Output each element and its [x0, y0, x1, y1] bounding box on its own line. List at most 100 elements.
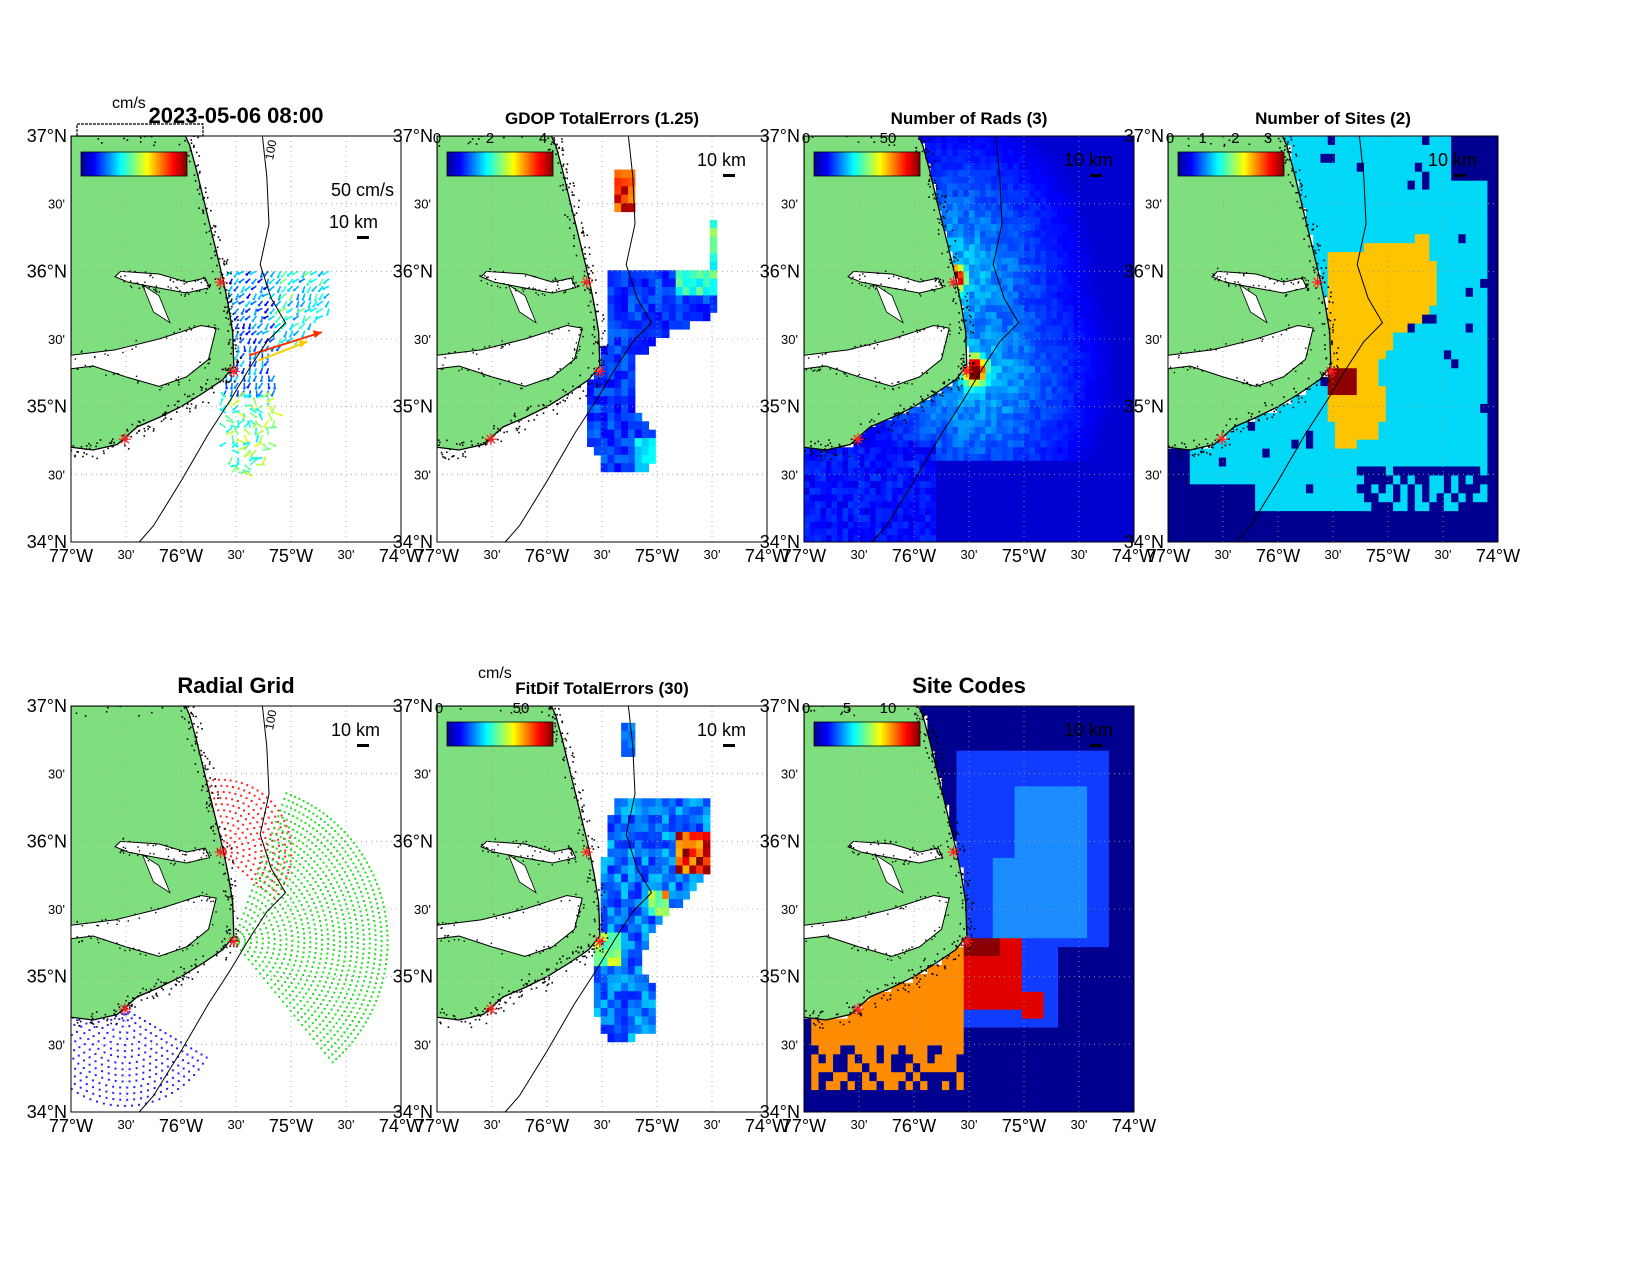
coastline-dots [75, 706, 239, 1028]
coastline-dots [71, 136, 242, 460]
lat-minor-tick-label: 30' [414, 197, 431, 212]
albemarle-sound [480, 270, 577, 294]
lat-minor-tick-label: 30' [781, 1037, 798, 1052]
radial-grid-site-3 [71, 984, 208, 1107]
colorbar [813, 721, 921, 747]
lon-tick-label: 74°W [745, 546, 789, 566]
inlet-water [507, 283, 537, 324]
lon-tick-label: 74°W [1112, 1116, 1156, 1136]
lon-tick-label: 77°W [415, 1116, 459, 1136]
panel-title: FitDif TotalErrors (30) [515, 679, 688, 698]
lat-minor-tick-label: 30' [414, 1037, 431, 1052]
nrads-cells [804, 136, 1134, 542]
panel-nrads: Number of Rads (3) 0 50 10 km 37°N 36°N 35°N 34… [760, 109, 1156, 566]
lat-tick-label: 35°N [393, 397, 433, 417]
panel-title: Site Codes [912, 673, 1026, 698]
pamlico-sound [437, 894, 583, 957]
colorbar-unit: cm/s [478, 665, 512, 682]
coastline-dots [1168, 136, 1340, 459]
hf-radar-sites [1215, 276, 1337, 446]
axes-frame [70, 135, 402, 543]
lon-tick-label: 76°W [159, 1116, 203, 1136]
inlet-water [874, 853, 904, 894]
lon-tick-label: 76°W [1256, 546, 1300, 566]
lat-minor-tick-label: 30' [48, 1037, 65, 1052]
lat-tick-label: 35°N [760, 397, 800, 417]
lon-minor-tick-label: 30' [1071, 547, 1088, 562]
coastline-dots [804, 136, 975, 461]
site-marker [960, 365, 973, 378]
coastline-dots [437, 136, 609, 461]
lat-tick-label: 37°N [27, 126, 67, 146]
lon-tick-label: 77°W [415, 546, 459, 566]
nsites-cells [1168, 136, 1498, 542]
lon-tick-label: 77°W [782, 546, 826, 566]
overprinted-labels [76, 123, 204, 137]
current-vectors [219, 270, 330, 477]
graticule [804, 136, 1134, 542]
colorbar [813, 151, 921, 177]
radial-grid-site-1 [206, 778, 293, 900]
graticule [1168, 136, 1498, 542]
scale-km-label: 10 km [1064, 150, 1113, 170]
inlet-water [874, 283, 904, 324]
panel-nsites: Number of Sites (2) 0 1 2 3 10 km 37°N 36°N 35°N… [1124, 109, 1520, 566]
site-marker [593, 365, 606, 378]
lon-tick-label: 75°W [635, 546, 679, 566]
pamlico-sound [71, 324, 217, 387]
pamlico-sound [804, 894, 950, 957]
lon-minor-tick-label: 30' [1325, 547, 1342, 562]
scale-km-bar [723, 174, 735, 177]
lon-tick-label: 77°W [782, 1116, 826, 1136]
lat-tick-label: 36°N [1124, 261, 1164, 281]
graticule [71, 706, 401, 1112]
lon-minor-tick-label: 30' [1071, 1117, 1088, 1132]
site-marker [118, 1003, 131, 1016]
lat-tick-label: 37°N [760, 696, 800, 716]
scale-km-bar [723, 744, 735, 747]
isobath-100m [138, 136, 287, 542]
lon-minor-tick-label: 30' [961, 547, 978, 562]
sitecode-cells [804, 706, 1134, 1112]
panel-title: Number of Sites (2) [1255, 109, 1411, 128]
graticule [437, 706, 767, 1112]
pamlico-sound [1168, 324, 1314, 387]
lon-tick-label: 74°W [745, 1116, 789, 1136]
axes-frame [1167, 135, 1499, 543]
lat-tick-label: 34°N [1124, 532, 1164, 552]
lon-minor-tick-label: 30' [704, 547, 721, 562]
hf-radar-sites [851, 276, 973, 446]
scale-km-bar [357, 744, 369, 747]
site-marker [1324, 365, 1337, 378]
lon-minor-tick-label: 30' [118, 547, 135, 562]
lat-minor-tick-label: 30' [781, 767, 798, 782]
lon-minor-tick-label: 30' [704, 1117, 721, 1132]
lat-tick-label: 35°N [27, 397, 67, 417]
colorbar-tick-label: 4 [539, 130, 547, 147]
lat-minor-tick-label: 30' [48, 767, 65, 782]
graticule [71, 136, 401, 542]
panel-title: Number of Rads (3) [891, 109, 1048, 128]
colorbar-tick-label: 0 [802, 700, 810, 717]
graticule [437, 136, 767, 542]
lat-tick-label: 37°N [393, 126, 433, 146]
hf-radar-sites [851, 846, 973, 1016]
lon-tick-label: 75°W [269, 1116, 313, 1136]
lon-tick-label: 77°W [49, 1116, 93, 1136]
albemarle-sound [114, 270, 211, 294]
lat-tick-label: 37°N [393, 696, 433, 716]
lat-tick-label: 34°N [760, 1102, 800, 1122]
colorbar [1177, 151, 1285, 177]
lon-minor-tick-label: 30' [1215, 547, 1232, 562]
site-marker [593, 935, 606, 948]
hf-radar-sites [118, 846, 240, 1016]
inlet-water [141, 853, 171, 894]
axes-frame [803, 705, 1135, 1113]
lat-tick-label: 37°N [760, 126, 800, 146]
hf-radar-sites [484, 846, 606, 1016]
colorbar-tick-label: 0 [433, 130, 441, 147]
graticule [804, 706, 1134, 1112]
fitdif-cells [593, 722, 711, 1043]
lon-tick-label: 77°W [1146, 546, 1190, 566]
